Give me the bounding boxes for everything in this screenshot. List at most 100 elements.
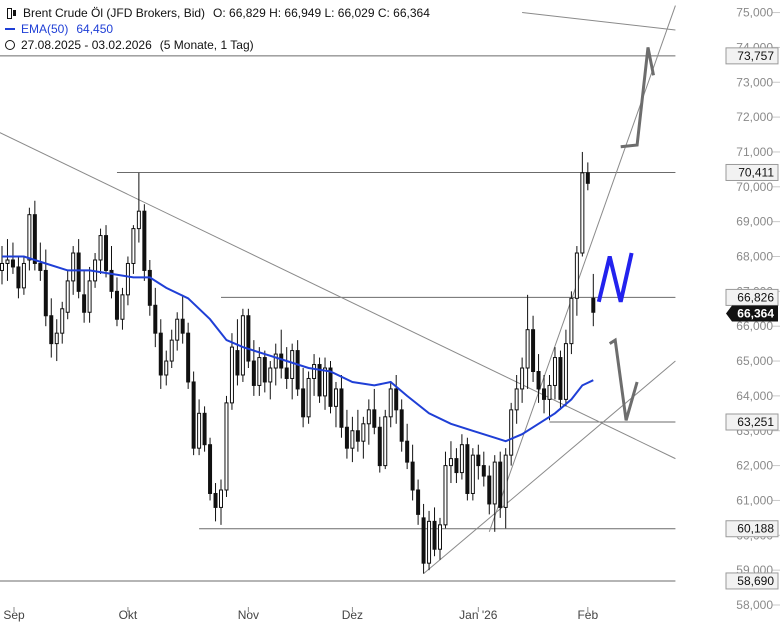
x-tick-label: Okt (119, 608, 138, 622)
candle (498, 451, 503, 518)
candle-body (317, 364, 322, 397)
candle-body (558, 357, 563, 400)
candle (339, 374, 344, 438)
scenario-mid-projection (596, 252, 634, 303)
candle-body (514, 388, 519, 411)
candle-body (142, 210, 147, 271)
candle (104, 225, 109, 278)
candle (235, 319, 240, 386)
level-label-box (725, 47, 779, 65)
candle (125, 256, 130, 306)
y-tick-label: 62,000 (736, 459, 773, 473)
candle-body (520, 367, 525, 390)
level-label: 60,188 (737, 522, 774, 536)
candle-body (344, 426, 349, 449)
candle (547, 374, 552, 421)
candle-body (531, 329, 536, 373)
candle-body (21, 262, 26, 289)
candle-body (459, 444, 464, 474)
candle-body (355, 430, 360, 442)
ema-line (2, 255, 594, 443)
current-price-label: 66,364 (737, 307, 774, 321)
x-tick-label: Dez (342, 608, 363, 622)
candle-body (306, 377, 311, 418)
candle (465, 437, 470, 501)
candle (219, 479, 223, 525)
candle (279, 329, 284, 379)
legend-ema-row: EMA(50) 64,450 (5, 21, 430, 37)
trendline (0, 132, 676, 460)
candle-body (246, 315, 251, 362)
level-label-box (725, 572, 779, 590)
candle (175, 312, 180, 351)
candle-body (0, 262, 4, 271)
candle-body (175, 318, 180, 341)
candle-body (153, 304, 158, 334)
candle-body (416, 489, 421, 515)
candle (262, 350, 267, 393)
candle-body (580, 172, 585, 254)
candle-body (542, 388, 547, 400)
candle-body (366, 409, 371, 425)
candle-body (591, 297, 596, 313)
scenario-down-projection (608, 337, 639, 421)
candle (416, 479, 421, 525)
candle-body (339, 388, 344, 428)
level-label-box (725, 413, 779, 431)
candle (405, 423, 410, 470)
scenario-up-projection (620, 47, 655, 149)
candle (328, 361, 333, 414)
candle (394, 374, 399, 424)
level-label: 73,757 (737, 49, 774, 63)
candle-body (333, 388, 338, 407)
candle (306, 371, 311, 424)
x-tick-label: Nov (238, 608, 259, 622)
candle-body (405, 440, 410, 463)
candle (525, 294, 530, 389)
candle-body (394, 388, 399, 411)
candle (295, 340, 300, 396)
candle-body (498, 461, 503, 508)
candle (520, 357, 525, 403)
candle (16, 256, 21, 299)
candle (470, 448, 475, 501)
y-tick-label: 68,000 (736, 250, 773, 264)
legend-period-row: 27.08.2025 - 03.02.2026 (5 Monate, 1 Tag… (5, 37, 430, 53)
candle-body (251, 360, 256, 386)
candle (273, 343, 278, 386)
candle (208, 437, 213, 501)
candle (257, 347, 262, 396)
candle-body (76, 252, 81, 292)
candle (87, 266, 92, 323)
candle (350, 416, 355, 463)
candle-body (98, 235, 103, 261)
candle-body (492, 461, 497, 505)
candle-body (131, 228, 136, 264)
candle (0, 246, 4, 285)
candle-body (169, 339, 174, 362)
candle-body (574, 252, 579, 299)
candle (438, 517, 442, 560)
candle-body (27, 214, 32, 261)
candle (514, 374, 519, 424)
candle (552, 347, 557, 400)
candle-body (104, 235, 109, 271)
level-label: 70,411 (738, 165, 774, 179)
candle (421, 503, 426, 574)
candle (224, 395, 229, 497)
candle (383, 409, 388, 470)
candle-body (454, 458, 459, 474)
candle-body (186, 332, 191, 383)
candle-body (481, 465, 486, 477)
candle-body (563, 343, 568, 400)
candle-body (125, 262, 130, 296)
candle-body (421, 517, 426, 564)
candle (317, 357, 322, 403)
instrument-name: Brent Crude Öl (JFD Brokers, Bid) (23, 6, 206, 20)
clock-icon (5, 40, 15, 50)
candle-body (410, 461, 415, 491)
candle-body (82, 294, 87, 313)
candle-body (49, 315, 54, 345)
candle (558, 350, 563, 410)
